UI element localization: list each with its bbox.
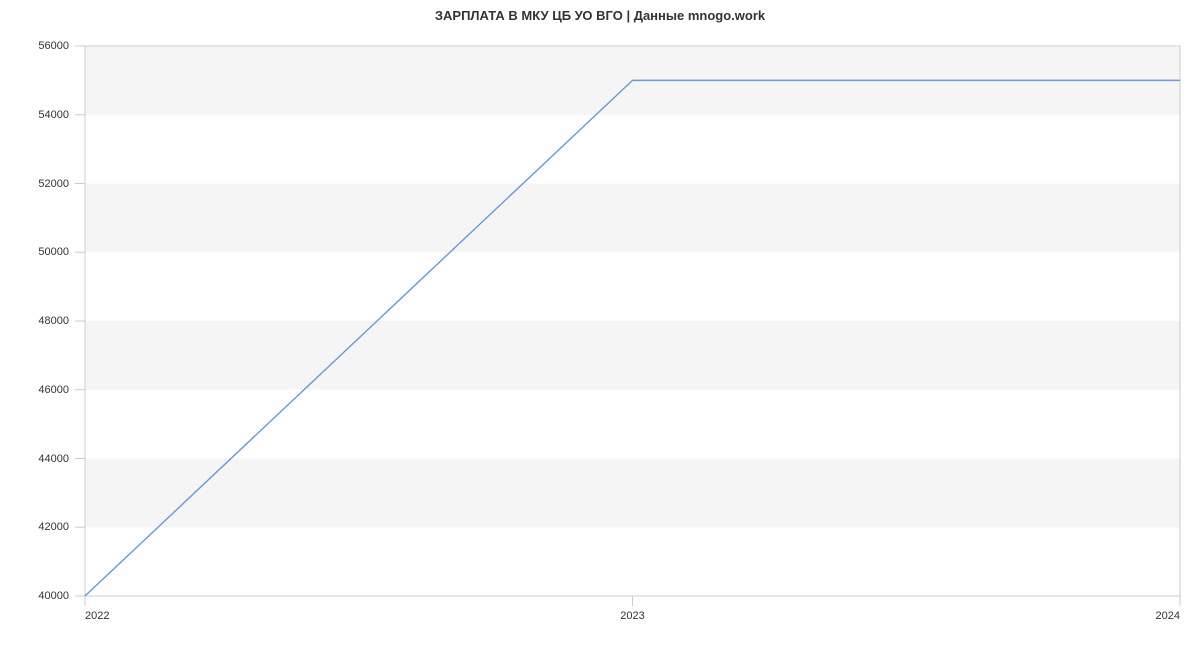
y-tick-label: 42000 [0,521,69,533]
plot-band [85,115,1180,184]
x-tick-label: 2022 [85,610,109,622]
y-tick-label: 52000 [0,178,69,190]
plot-band [85,390,1180,459]
plot-band [85,459,1180,528]
chart-svg [0,0,1200,650]
y-tick-label: 54000 [0,109,69,121]
salary-line-chart: ЗАРПЛАТА В МКУ ЦБ УО ВГО | Данные mnogo.… [0,0,1200,650]
chart-title: ЗАРПЛАТА В МКУ ЦБ УО ВГО | Данные mnogo.… [0,8,1200,23]
plot-band [85,321,1180,390]
y-tick-label: 46000 [0,384,69,396]
x-tick-label: 2023 [620,610,644,622]
y-tick-label: 56000 [0,40,69,52]
y-tick-label: 50000 [0,246,69,258]
y-tick-label: 40000 [0,590,69,602]
y-tick-label: 48000 [0,315,69,327]
x-tick-label: 2024 [1156,610,1180,622]
plot-band [85,252,1180,321]
y-tick-label: 44000 [0,453,69,465]
plot-band [85,184,1180,253]
plot-band [85,527,1180,596]
